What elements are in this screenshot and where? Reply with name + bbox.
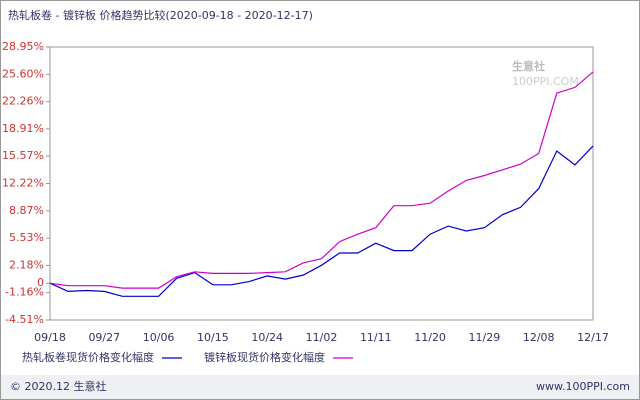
x-tick-label: 10/15 <box>197 331 229 344</box>
x-tick-label: 09/27 <box>88 331 120 344</box>
y-tick-label: 5.53% <box>9 231 44 244</box>
footer-right: www.100PPI.com <box>536 380 630 393</box>
x-tick-label: 10/06 <box>143 331 175 344</box>
x-tick-label: 11/29 <box>469 331 501 344</box>
y-tick-label: 15.57% <box>2 149 44 162</box>
y-tick-label: 25.60% <box>2 67 44 80</box>
watermark: 生意社 <box>512 59 545 73</box>
y-tick-label: 18.91% <box>2 122 44 135</box>
x-tick-label: 11/11 <box>360 331 392 344</box>
x-tick-label: 12/08 <box>523 331 555 344</box>
legend-label: 镀锌板现货价格变化幅度 <box>204 350 325 364</box>
y-tick-label: 0 <box>37 276 44 289</box>
series-line <box>49 71 594 289</box>
y-tick-label: 28.95% <box>2 40 44 53</box>
x-tick-label: 10/24 <box>251 331 283 344</box>
footer-bar <box>1 375 639 399</box>
watermark-sub: 100PPI.COM <box>512 75 579 88</box>
x-tick-label: 12/17 <box>577 331 609 344</box>
footer-left: © 2020.12 生意社 <box>10 379 106 393</box>
y-tick-label: -1.16% <box>5 286 44 299</box>
x-tick-label: 11/02 <box>306 331 338 344</box>
legend-label: 热轧板卷现货价格变化幅度 <box>22 350 154 364</box>
series-line <box>49 145 594 297</box>
y-tick-label: -4.51% <box>5 313 44 326</box>
y-tick-label: 12.22% <box>2 177 44 190</box>
x-tick-label: 09/18 <box>34 331 66 344</box>
x-tick-label: 11/20 <box>414 331 446 344</box>
y-tick-label: 8.87% <box>9 204 44 217</box>
chart-title: 热轧板卷 - 镀锌板 价格趋势比较(2020-09-18 - 2020-12-1… <box>8 8 313 22</box>
y-tick-label: 22.26% <box>2 95 44 108</box>
y-tick-label: 2.18% <box>9 258 44 271</box>
